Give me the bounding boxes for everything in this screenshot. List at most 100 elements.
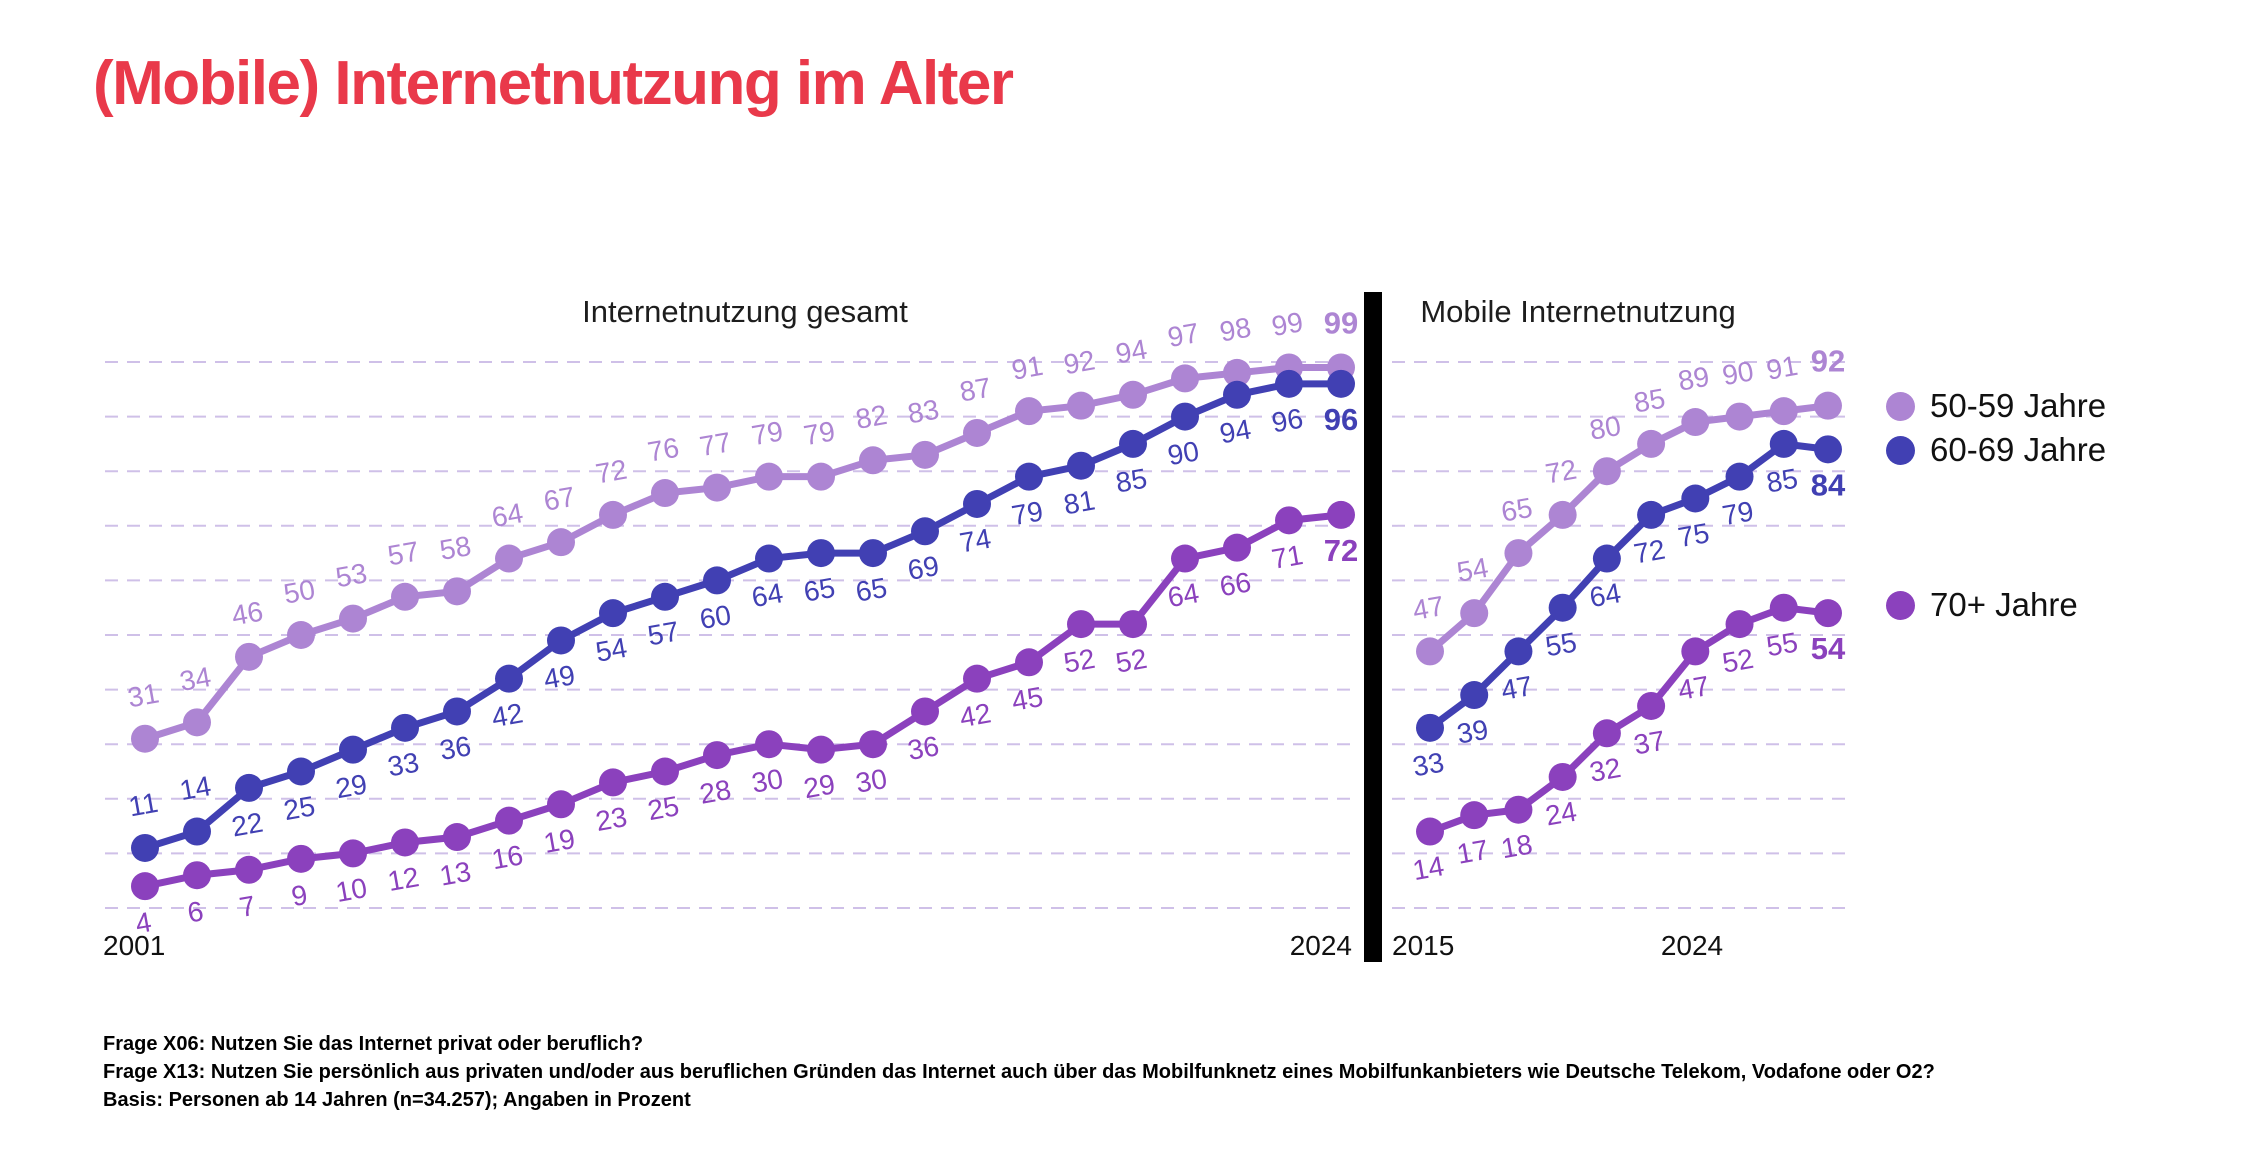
data-point bbox=[1015, 397, 1043, 426]
data-label: 10 bbox=[333, 872, 369, 908]
data-point bbox=[235, 642, 263, 671]
data-point bbox=[1416, 713, 1444, 742]
data-point bbox=[1460, 599, 1489, 628]
data-point bbox=[1813, 435, 1842, 464]
data-label: 25 bbox=[281, 790, 317, 826]
data-point bbox=[859, 446, 887, 475]
data-label: 11 bbox=[126, 787, 160, 823]
data-point bbox=[391, 828, 419, 857]
data-label: 96 bbox=[1269, 403, 1305, 439]
data-point bbox=[1171, 364, 1199, 393]
data-point bbox=[1813, 599, 1842, 628]
data-point bbox=[911, 440, 939, 469]
legend-dot-70plus-icon bbox=[1886, 590, 1915, 620]
data-label: 85 bbox=[1764, 463, 1800, 499]
data-label: 54 bbox=[1811, 631, 1846, 666]
data-label: 97 bbox=[1165, 317, 1201, 353]
data-point bbox=[1119, 380, 1147, 409]
data-point bbox=[1725, 462, 1754, 491]
data-label: 76 bbox=[645, 432, 681, 468]
data-point bbox=[547, 528, 575, 557]
data-label: 19 bbox=[541, 823, 577, 859]
data-point bbox=[1769, 397, 1798, 426]
data-point bbox=[131, 833, 159, 862]
data-label: 52 bbox=[1113, 643, 1149, 679]
data-point bbox=[1548, 762, 1577, 791]
series-line bbox=[1426, 402, 1832, 655]
legend-item-70plus: 70+ Jahre bbox=[1886, 585, 2078, 625]
data-label: 79 bbox=[801, 415, 837, 451]
data-label: 87 bbox=[957, 372, 993, 408]
data-label: 77 bbox=[697, 426, 733, 462]
data-label: 91 bbox=[1009, 350, 1045, 386]
data-label: 47 bbox=[1410, 590, 1446, 626]
data-point bbox=[1637, 691, 1666, 720]
data-label: 72 bbox=[1324, 533, 1358, 568]
data-point bbox=[1592, 719, 1621, 748]
data-point bbox=[183, 861, 211, 890]
data-point bbox=[963, 418, 991, 447]
data-label: 54 bbox=[1455, 552, 1491, 588]
legend-label-60-69: 60-69 Jahre bbox=[1930, 431, 2107, 468]
data-point bbox=[1769, 593, 1798, 622]
data-point bbox=[807, 539, 835, 568]
data-point bbox=[1725, 402, 1754, 431]
data-point bbox=[1725, 610, 1754, 639]
data-label: 85 bbox=[1631, 383, 1667, 419]
data-label: 53 bbox=[333, 557, 369, 593]
data-label: 47 bbox=[1499, 670, 1535, 706]
data-label: 36 bbox=[905, 730, 941, 766]
left-chart-title: Internetnutzung gesamt bbox=[582, 294, 908, 329]
data-point bbox=[1327, 500, 1355, 529]
data-point bbox=[703, 741, 731, 770]
data-label: 57 bbox=[385, 535, 421, 571]
data-point bbox=[547, 626, 575, 655]
legend-item-60-69: 60-69 Jahre bbox=[1886, 430, 2106, 470]
data-label: 85 bbox=[1113, 463, 1149, 499]
data-label: 54 bbox=[593, 632, 629, 668]
data-label: 65 bbox=[1499, 492, 1535, 528]
footnote-basis: Basis: Personen ab 14 Jahren (n=34.257);… bbox=[103, 1089, 691, 1111]
right-chart-x-start-label: 2015 bbox=[1392, 930, 1455, 961]
data-label: 99 bbox=[1269, 306, 1305, 342]
data-point bbox=[1171, 402, 1199, 431]
data-label: 89 bbox=[1676, 361, 1712, 397]
data-point bbox=[1119, 610, 1147, 639]
data-label: 94 bbox=[1113, 333, 1149, 369]
data-point bbox=[443, 823, 471, 852]
data-point bbox=[131, 724, 159, 753]
data-label: 30 bbox=[749, 763, 785, 799]
data-label: 33 bbox=[1410, 746, 1446, 782]
data-label: 90 bbox=[1165, 435, 1201, 471]
data-label: 23 bbox=[593, 801, 629, 837]
data-point bbox=[287, 757, 315, 786]
page-title: (Mobile) Internetnutzung im Alter bbox=[93, 49, 1014, 118]
data-label: 12 bbox=[385, 861, 421, 897]
data-point bbox=[1504, 539, 1533, 568]
data-point bbox=[755, 462, 783, 491]
data-point bbox=[599, 768, 627, 797]
data-label: 52 bbox=[1061, 643, 1097, 679]
data-label: 22 bbox=[229, 807, 265, 843]
data-point bbox=[391, 582, 419, 611]
data-point bbox=[911, 697, 939, 726]
data-label: 29 bbox=[801, 768, 837, 804]
data-point bbox=[1637, 500, 1666, 529]
data-point bbox=[1416, 637, 1444, 666]
data-point bbox=[339, 735, 367, 764]
data-label: 58 bbox=[437, 530, 473, 566]
left-chart-x-end-label: 2024 bbox=[1289, 930, 1352, 961]
series-line bbox=[1426, 604, 1832, 836]
data-point bbox=[547, 790, 575, 819]
data-label: 90 bbox=[1720, 355, 1756, 391]
data-label: 55 bbox=[1764, 626, 1800, 662]
data-point bbox=[339, 839, 367, 868]
data-label: 79 bbox=[1009, 495, 1045, 531]
right-chart-x-end-label: 2024 bbox=[1660, 930, 1724, 961]
data-point bbox=[1119, 429, 1147, 458]
data-label: 79 bbox=[749, 415, 785, 451]
